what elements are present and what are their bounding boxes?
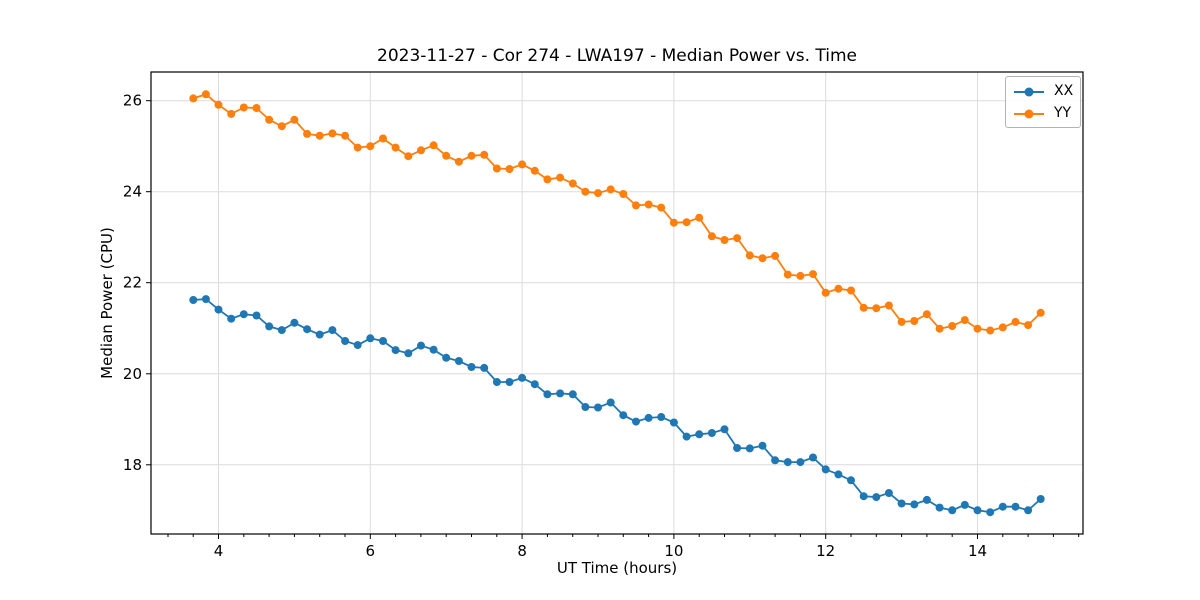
x-axis-label: UT Time (hours) <box>556 559 678 577</box>
svg-text:24: 24 <box>123 183 142 201</box>
legend: XX YY <box>1005 76 1081 128</box>
svg-text:4: 4 <box>214 542 224 560</box>
svg-text:14: 14 <box>968 542 987 560</box>
svg-text:22: 22 <box>123 274 142 292</box>
series-xx <box>189 295 1045 517</box>
svg-text:20: 20 <box>123 365 142 383</box>
legend-item-yy: YY <box>1013 106 1073 120</box>
legend-line-marker-icon <box>1013 106 1045 120</box>
svg-text:12: 12 <box>816 542 835 560</box>
y-axis-label: Median Power (CPU) <box>98 227 116 379</box>
x-ticks-and-labels: 4 6 8 10 12 14 <box>214 534 987 560</box>
legend-label: YY <box>1054 105 1072 121</box>
svg-text:18: 18 <box>123 456 142 474</box>
chart-title: 2023-11-27 - Cor 274 - LWA197 - Median P… <box>377 46 857 66</box>
legend-item-xx: XX <box>1013 84 1073 98</box>
legend-line-marker-icon <box>1013 84 1045 98</box>
series-yy <box>189 90 1045 335</box>
plot-spines <box>150 71 1084 535</box>
svg-text:8: 8 <box>517 542 527 560</box>
y-ticks-and-labels: 18 20 22 24 26 <box>123 92 151 474</box>
svg-text:10: 10 <box>664 542 683 560</box>
gridlines <box>151 72 1083 534</box>
x-minor-ticks <box>167 534 1080 537</box>
svg-text:26: 26 <box>123 92 142 110</box>
legend-label: XX <box>1054 83 1074 99</box>
svg-text:6: 6 <box>366 542 376 560</box>
